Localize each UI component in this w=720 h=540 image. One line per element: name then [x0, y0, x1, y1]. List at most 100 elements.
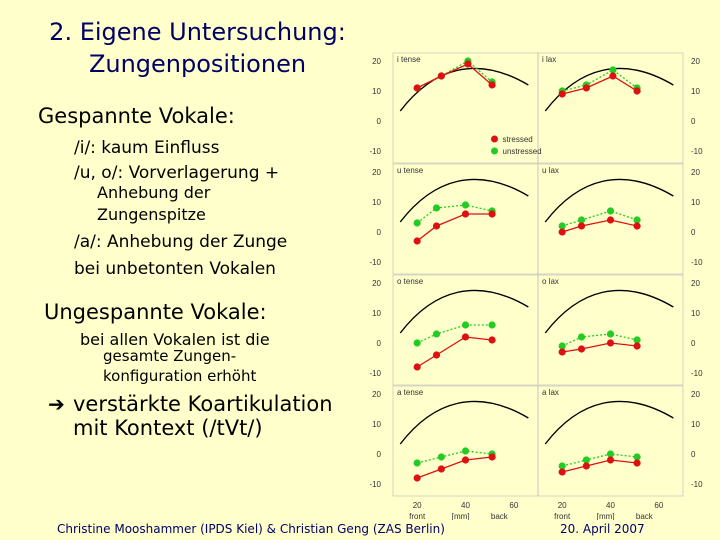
x-axis-label: front — [409, 512, 426, 520]
unstressed-point — [558, 222, 566, 230]
panel-label: a lax — [542, 388, 559, 397]
x-axis-label: front — [554, 512, 571, 520]
panel-frame — [537, 163, 684, 275]
conclusion-line-1: verstärkte Koartikulation — [73, 392, 333, 416]
stressed-point — [413, 237, 421, 245]
palate-curve — [544, 400, 674, 445]
y-tick-label: 10 — [372, 309, 381, 318]
stressed-point — [633, 87, 641, 95]
stressed-point — [633, 222, 641, 230]
title-line-2: Zungenpositionen — [88, 50, 307, 78]
y-tick-label: -10 — [691, 147, 703, 156]
unstressed-point — [461, 321, 470, 329]
unstressed-point — [461, 201, 470, 209]
unstressed-line — [416, 204, 493, 224]
lax-sub-1: gesamte Zungen- — [103, 347, 237, 365]
panel-label: i tense — [397, 55, 421, 64]
x-tick-label: 60 — [509, 501, 518, 510]
x-tick-label: 20 — [558, 501, 567, 510]
unstressed-point — [558, 462, 566, 470]
stressed-line — [416, 456, 493, 479]
stressed-point — [606, 216, 615, 224]
stressed-point — [432, 351, 441, 359]
unstressed-point — [488, 321, 496, 329]
unstressed-point — [432, 204, 441, 212]
x-tick-label: 40 — [461, 501, 470, 510]
stressed-line — [561, 219, 638, 233]
arrow-right-icon: ➔ — [48, 392, 65, 416]
legend-unstressed-label: unstressed — [503, 147, 542, 156]
stressed-point — [577, 345, 586, 353]
stressed-point — [558, 468, 566, 476]
panel-label: i lax — [542, 55, 556, 64]
tense-bullet-a-2: bei unbetonten Vokalen — [74, 259, 276, 279]
panel-frame — [537, 52, 684, 164]
y-tick-label: 10 — [372, 420, 381, 429]
stressed-point — [609, 72, 617, 80]
unstressed-point — [606, 330, 615, 338]
unstressed-point — [577, 216, 586, 224]
y-tick-label: 20 — [691, 57, 700, 66]
stressed-line — [562, 75, 638, 95]
footer-date: 20. April 2007 — [560, 522, 645, 536]
y-tick-label: 0 — [691, 450, 696, 459]
y-tick-label: -10 — [369, 147, 381, 156]
tense-bullet-i: /i/: kaum Einfluss — [74, 138, 220, 158]
y-tick-label: 20 — [691, 390, 700, 399]
panel-frame — [537, 274, 684, 386]
unstressed-point — [461, 447, 470, 455]
slide-title: 2. Eigene Untersuchung: Zungenpositionen — [30, 16, 365, 80]
stressed-point — [558, 348, 566, 356]
stressed-point — [461, 210, 470, 218]
unstressed-point — [633, 216, 641, 224]
y-tick-label: 10 — [691, 420, 700, 429]
lax-sub-2: konfiguration erhöht — [103, 367, 257, 385]
unstressed-point — [582, 456, 590, 464]
stressed-point — [633, 459, 641, 467]
lax-bullet: bei allen Vokalen ist die — [80, 330, 270, 349]
y-tick-label: -10 — [369, 480, 381, 489]
unstressed-line — [561, 333, 638, 347]
x-axis-label: back — [636, 512, 654, 520]
palate-curve — [544, 67, 674, 112]
stressed-point — [582, 84, 590, 92]
palate-curve — [399, 178, 529, 223]
y-tick-label: 0 — [377, 228, 382, 237]
stressed-line — [562, 459, 638, 473]
y-tick-label: 0 — [377, 339, 382, 348]
stressed-line — [416, 213, 493, 242]
y-tick-label: 20 — [372, 390, 381, 399]
y-tick-label: 20 — [372, 279, 381, 288]
unstressed-point — [413, 459, 421, 467]
unstressed-point — [606, 450, 615, 458]
x-axis-label: [mm] — [452, 512, 470, 520]
y-tick-label: 0 — [691, 339, 696, 348]
panel-label: o lax — [542, 277, 559, 286]
tense-bullet-a: /a/: Anhebung der Zunge — [74, 232, 288, 252]
y-tick-label: -10 — [691, 369, 703, 378]
legend-stressed-label: stressed — [503, 135, 533, 144]
unstressed-point — [413, 219, 421, 227]
stressed-point — [582, 462, 590, 470]
stressed-point — [461, 456, 470, 464]
stressed-point — [606, 456, 615, 464]
stressed-point — [464, 60, 472, 68]
stressed-point — [437, 72, 445, 80]
y-tick-label: 10 — [372, 198, 381, 207]
stressed-point — [437, 465, 445, 473]
stressed-point — [606, 339, 615, 347]
stressed-line — [416, 63, 493, 89]
panel-label: a tense — [397, 388, 424, 397]
y-tick-label: 20 — [372, 57, 381, 66]
stressed-point — [633, 342, 641, 350]
tense-sub-1: Anhebung der — [97, 183, 211, 202]
x-tick-label: 40 — [606, 501, 615, 510]
unstressed-line — [416, 324, 493, 344]
palate-curve — [399, 400, 529, 445]
y-tick-label: -10 — [369, 258, 381, 267]
y-tick-label: 10 — [372, 87, 381, 96]
y-tick-label: 0 — [377, 450, 382, 459]
unstressed-point — [437, 453, 445, 461]
unstressed-point — [633, 453, 641, 461]
palate-curve — [399, 67, 529, 112]
